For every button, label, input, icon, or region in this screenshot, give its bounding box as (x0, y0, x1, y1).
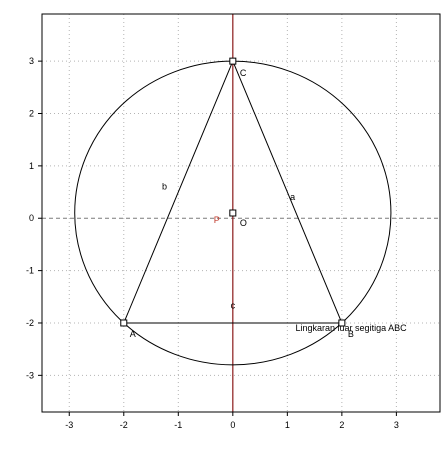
x-tick-label: 2 (339, 420, 344, 430)
side-a-label: a (290, 192, 295, 202)
x-tick-label: -3 (65, 420, 73, 430)
plot-frame (41, 13, 441, 413)
y-tick-label: -1 (26, 266, 34, 276)
x-tick-label: -1 (174, 420, 182, 430)
x-tick-label: -2 (120, 420, 128, 430)
point-b-marker (338, 319, 346, 327)
figure-caption: Lingkaran luar segitiga ABC (296, 323, 408, 333)
y-tick-label: -2 (26, 318, 34, 328)
labels: A B C O Pa b c Lingkaran luar segitiga ABC (130, 68, 407, 339)
point-a-marker (120, 319, 128, 327)
y-tick-label: 2 (29, 109, 34, 119)
y-tick-label: 0 (29, 213, 34, 223)
side-c-label: c (231, 300, 236, 310)
side-a (232, 60, 343, 324)
point-c-marker (229, 57, 237, 65)
y-tick-label: 1 (29, 161, 34, 171)
triangle-and-circle (74, 57, 392, 366)
point-o-marker (229, 209, 237, 217)
axes: -3 -2 -1 0 1 2 3 3 2 1 0 -1 -2 -3 (26, 14, 440, 430)
side-b (123, 60, 234, 324)
point-c-label: C (240, 68, 247, 78)
point-b-label: B (348, 329, 354, 339)
x-tick-label: 1 (285, 420, 290, 430)
point-a-label: A (130, 329, 136, 339)
x-tick-label: 0 (230, 420, 235, 430)
side-b-label: b (162, 181, 167, 191)
y-tick-label: -3 (26, 370, 34, 380)
point-p-label: P (214, 215, 220, 225)
x-tick-label: 3 (394, 420, 399, 430)
y-tick-label: 3 (29, 56, 34, 66)
point-o-label: O (240, 218, 247, 228)
